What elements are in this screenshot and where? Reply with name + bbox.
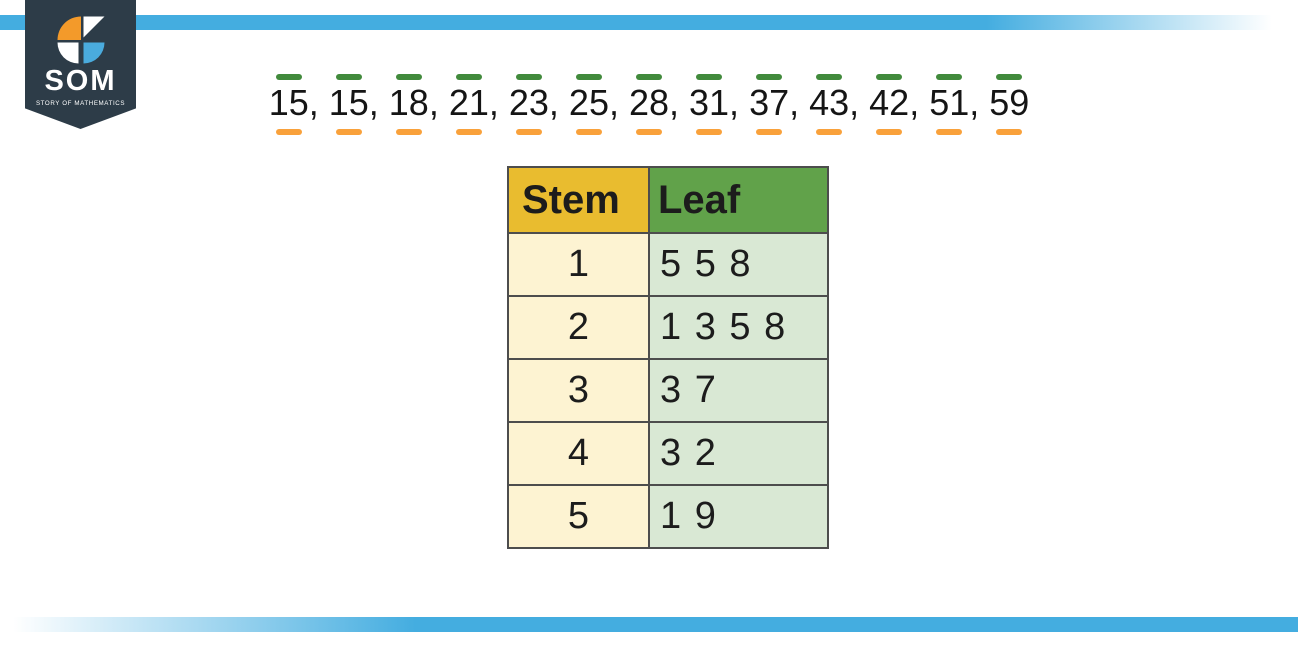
- orange-underline-dash-icon: [275, 129, 302, 135]
- orange-underline-dash-icon: [455, 129, 482, 135]
- stem-cell: 1: [507, 232, 650, 297]
- sequence-item: 51,: [929, 74, 979, 135]
- sequence-number: 21,: [448, 82, 499, 123]
- sequence-number: 28,: [628, 82, 680, 123]
- sequence-item: 21,: [449, 74, 499, 135]
- sequence-item: 43,: [809, 74, 859, 135]
- sequence-item: 15,: [329, 74, 379, 135]
- green-overline-dash-icon: [275, 74, 302, 80]
- green-overline-dash-icon: [696, 74, 723, 80]
- data-sequence: 15, 15, 18, 21, 23,: [0, 74, 1298, 135]
- sequence-item: 15,: [269, 74, 319, 135]
- sequence-number: 23,: [508, 82, 559, 123]
- green-overline-dash-icon: [455, 74, 482, 80]
- sequence-number: 25,: [568, 82, 619, 123]
- sequence-item: 31,: [689, 74, 739, 135]
- orange-underline-dash-icon: [575, 129, 602, 135]
- orange-underline-dash-icon: [756, 129, 783, 135]
- sequence-number: 15,: [268, 82, 319, 123]
- leaf-cell: 3 7: [648, 358, 829, 423]
- sequence-number: 42,: [869, 82, 920, 123]
- green-overline-dash-icon: [575, 74, 602, 80]
- stem-cell: 5: [507, 484, 650, 549]
- som-logo-icon: [57, 16, 104, 64]
- orange-underline-dash-icon: [335, 129, 362, 135]
- table-row: 2 1 3 5 8: [507, 295, 829, 360]
- sequence-item: 37,: [749, 74, 799, 135]
- sequence-item: 23,: [509, 74, 559, 135]
- sequence-number: 43,: [809, 82, 860, 123]
- leaf-cell: 5 5 8: [648, 232, 829, 297]
- green-overline-dash-icon: [936, 74, 963, 80]
- leaf-cell: 3 2: [648, 421, 829, 486]
- sequence-number: 37,: [749, 82, 800, 123]
- brand-tagline: STORY OF MATHEMATICS: [35, 99, 126, 107]
- orange-underline-dash-icon: [395, 129, 422, 135]
- green-overline-dash-icon: [635, 74, 662, 80]
- stem-cell: 3: [507, 358, 650, 423]
- green-overline-dash-icon: [876, 74, 903, 80]
- green-overline-dash-icon: [335, 74, 362, 80]
- brand-name: SOM: [44, 65, 117, 97]
- top-blue-stripe: [0, 15, 1298, 30]
- green-overline-dash-icon: [756, 74, 783, 80]
- sequence-item: 25,: [569, 74, 619, 135]
- sequence-item: 18,: [389, 74, 439, 135]
- stem-cell: 4: [507, 421, 650, 486]
- sequence-item: 42,: [869, 74, 919, 135]
- orange-underline-dash-icon: [515, 129, 542, 135]
- green-overline-dash-icon: [996, 74, 1023, 80]
- leaf-header-cell: Leaf: [648, 166, 829, 234]
- sequence-number: 59: [989, 82, 1030, 123]
- bottom-blue-stripe: [0, 617, 1298, 632]
- green-overline-dash-icon: [395, 74, 422, 80]
- table-header-row: Stem Leaf: [507, 166, 829, 234]
- green-overline-dash-icon: [816, 74, 843, 80]
- table-row: 3 3 7: [507, 358, 829, 423]
- orange-underline-dash-icon: [876, 129, 903, 135]
- table-row: 4 3 2: [507, 421, 829, 486]
- sequence-number: 18,: [388, 82, 439, 123]
- table-body: 1 5 5 8 2 1 3 5 8 3 3 7 4 3 2: [507, 232, 829, 549]
- table-row: 1 5 5 8: [507, 232, 829, 297]
- orange-underline-dash-icon: [635, 129, 662, 135]
- leaf-cell: 1 9: [648, 484, 829, 549]
- sequence-number: 51,: [929, 82, 980, 123]
- sequence-number: 15,: [328, 82, 379, 123]
- orange-underline-dash-icon: [696, 129, 723, 135]
- sequence-item: 28,: [629, 74, 679, 135]
- orange-underline-dash-icon: [936, 129, 963, 135]
- table-row: 5 1 9: [507, 484, 829, 549]
- stem-cell: 2: [507, 295, 650, 360]
- stem-leaf-table: Stem Leaf 1 5 5 8 2 1 3 5 8 3 3 7: [507, 166, 829, 549]
- green-overline-dash-icon: [515, 74, 542, 80]
- leaf-cell: 1 3 5 8: [648, 295, 829, 360]
- stem-header-cell: Stem: [507, 166, 650, 234]
- sequence-item: 59: [989, 74, 1029, 135]
- orange-underline-dash-icon: [996, 129, 1023, 135]
- sequence-number: 31,: [689, 82, 740, 123]
- orange-underline-dash-icon: [816, 129, 843, 135]
- brand-badge: SOM STORY OF MATHEMATICS: [25, 0, 136, 129]
